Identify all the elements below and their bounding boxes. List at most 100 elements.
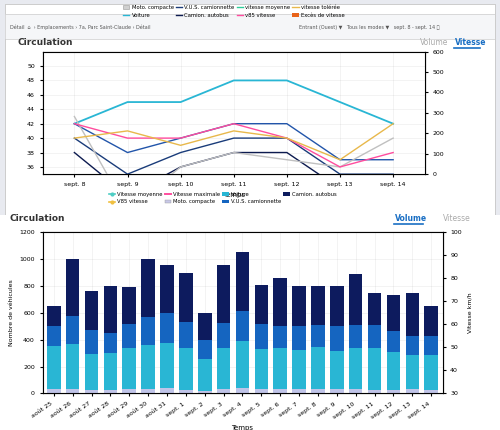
Bar — [287, 146, 307, 174]
Bar — [160, 265, 174, 313]
Text: Volume: Volume — [420, 38, 448, 47]
Bar — [349, 274, 362, 325]
X-axis label: Temps: Temps — [232, 425, 254, 430]
Text: Vitesse: Vitesse — [455, 38, 486, 47]
Bar — [179, 348, 192, 390]
Bar — [266, 93, 287, 174]
Bar — [104, 353, 117, 390]
Bar — [47, 390, 60, 393]
Bar — [368, 390, 382, 393]
Bar — [292, 286, 306, 326]
Bar — [66, 344, 80, 389]
Bar — [254, 323, 268, 349]
Y-axis label: Nombre de véhicules: Nombre de véhicules — [8, 280, 14, 346]
Bar — [47, 326, 60, 347]
Bar — [254, 349, 268, 389]
Bar — [311, 325, 325, 347]
Bar — [254, 285, 268, 323]
Bar — [330, 351, 344, 389]
Bar — [424, 390, 438, 393]
Bar — [349, 325, 362, 348]
Text: Volume: Volume — [395, 214, 427, 223]
Bar — [104, 390, 117, 393]
Bar — [198, 391, 211, 393]
Bar — [406, 389, 419, 393]
Bar — [179, 390, 192, 393]
X-axis label: Temps: Temps — [223, 192, 245, 198]
Text: Circulation: Circulation — [18, 38, 73, 47]
Bar — [142, 316, 155, 345]
Bar — [180, 144, 201, 174]
Bar — [85, 354, 98, 390]
Bar — [236, 311, 250, 341]
Bar — [142, 389, 155, 393]
Bar — [424, 355, 438, 390]
Bar — [217, 390, 230, 393]
Bar — [292, 350, 306, 389]
Bar — [234, 139, 254, 174]
Bar — [198, 359, 211, 391]
Bar — [349, 389, 362, 393]
Bar — [373, 118, 393, 174]
Bar — [160, 388, 174, 393]
Bar — [368, 293, 382, 325]
Bar — [330, 286, 344, 326]
Bar — [85, 330, 98, 354]
Bar — [274, 390, 287, 393]
Bar — [160, 97, 180, 174]
Bar — [386, 295, 400, 331]
Bar — [236, 341, 250, 388]
Bar — [54, 92, 74, 174]
Y-axis label: Vitesse km/h: Vitesse km/h — [468, 292, 472, 333]
Bar — [320, 95, 340, 174]
Bar — [122, 390, 136, 393]
Bar — [104, 333, 117, 353]
Bar — [424, 336, 438, 355]
Text: Entrant (Ouest) ▼   Tous les modes ▼   sept. 8 - sept. 14 📅: Entrant (Ouest) ▼ Tous les modes ▼ sept.… — [299, 25, 440, 30]
Bar — [85, 292, 98, 330]
Bar — [66, 259, 80, 316]
Bar — [386, 331, 400, 352]
Bar — [179, 273, 192, 322]
Bar — [217, 323, 230, 348]
Bar — [393, 136, 413, 174]
Bar — [160, 313, 174, 343]
Bar — [47, 347, 60, 390]
Bar — [128, 127, 148, 174]
Bar — [217, 265, 230, 323]
Bar — [142, 259, 155, 316]
Bar — [292, 389, 306, 393]
Bar — [236, 388, 250, 393]
Bar — [406, 293, 419, 336]
Bar — [311, 389, 325, 393]
Bar — [108, 68, 128, 174]
Text: Circulation: Circulation — [10, 214, 66, 223]
Bar — [160, 343, 174, 388]
Bar — [386, 390, 400, 393]
Bar — [122, 348, 136, 390]
Bar — [386, 352, 400, 390]
Bar — [330, 326, 344, 351]
Bar — [292, 326, 306, 350]
Bar — [424, 306, 438, 336]
Bar — [74, 134, 94, 174]
Bar — [198, 313, 211, 340]
Bar — [179, 322, 192, 348]
Bar — [122, 324, 136, 348]
Text: Vitesse: Vitesse — [442, 214, 470, 223]
Text: Détail  ⌂  › Emplacements › 7a, Parc Saint-Claude › Détail: Détail ⌂ › Emplacements › 7a, Parc Saint… — [10, 25, 150, 30]
Bar — [198, 340, 211, 359]
Bar — [311, 347, 325, 389]
Bar — [66, 389, 80, 393]
Bar — [104, 286, 117, 333]
Bar — [406, 355, 419, 389]
Bar — [349, 348, 362, 389]
Bar — [66, 316, 80, 344]
Bar — [85, 390, 98, 393]
Bar — [368, 325, 382, 348]
Bar — [274, 326, 287, 348]
Bar — [254, 389, 268, 393]
Bar — [236, 252, 250, 311]
Bar — [406, 336, 419, 355]
Bar — [274, 278, 287, 326]
